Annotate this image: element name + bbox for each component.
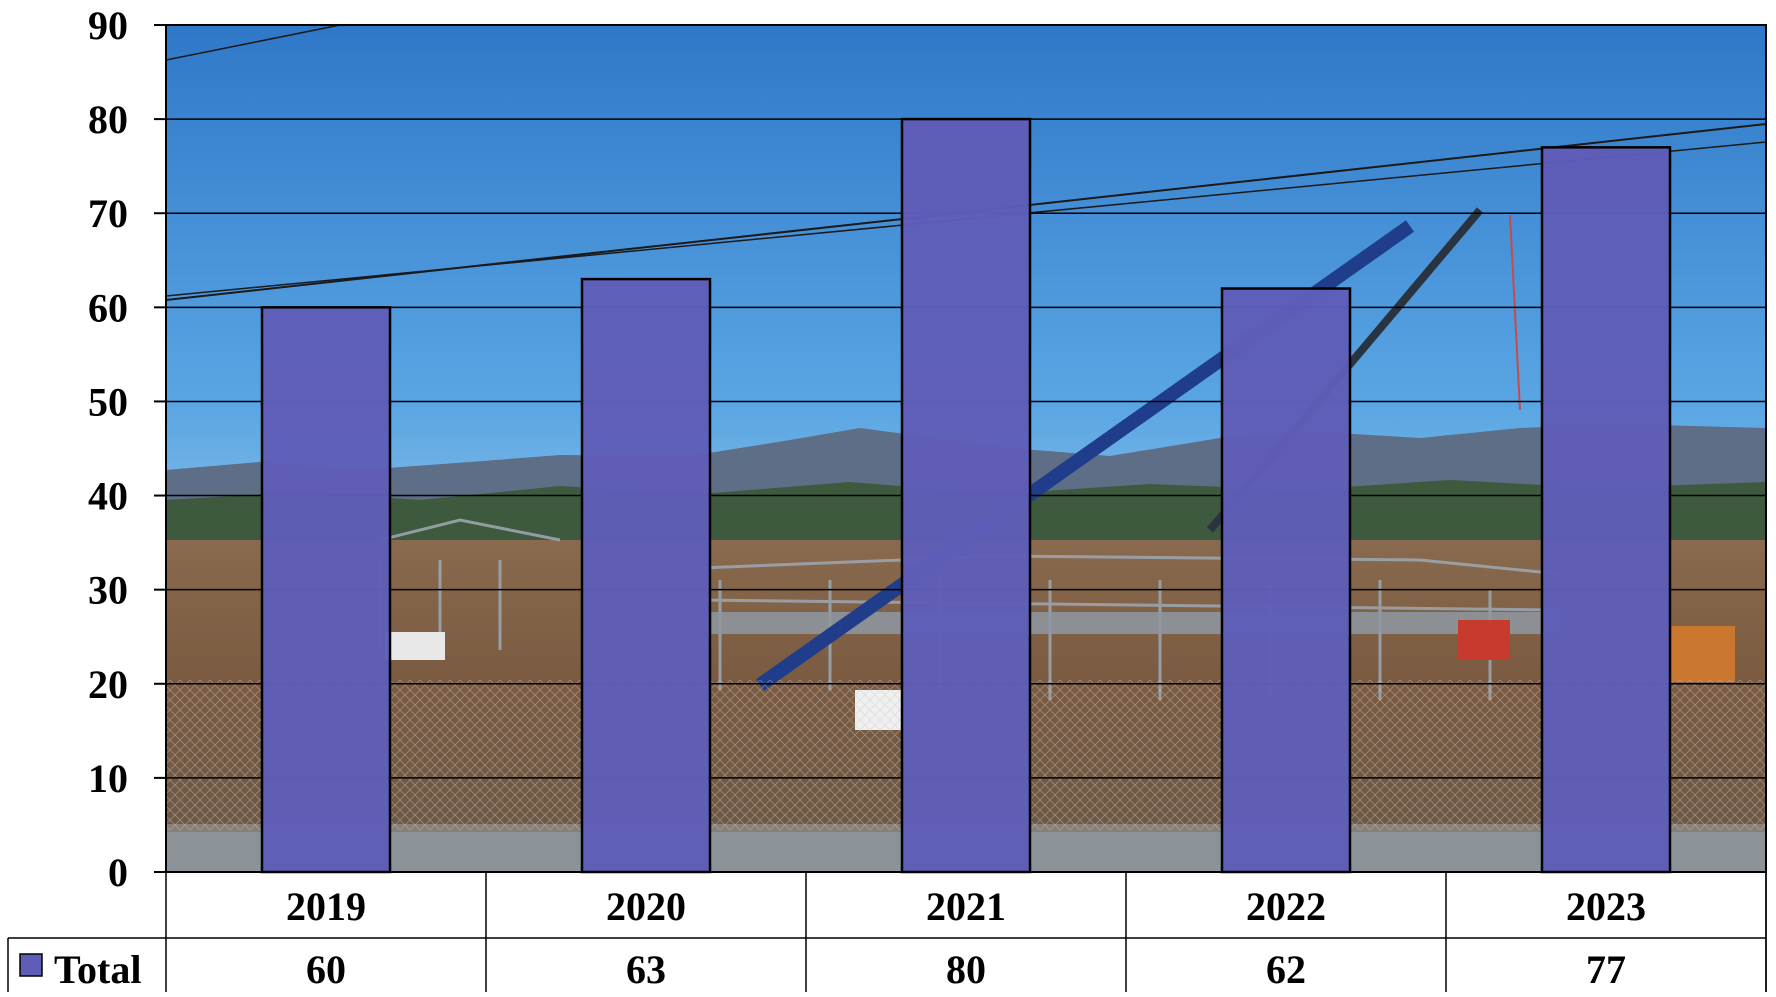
x-tick-label: 2021 [926, 884, 1006, 929]
bar-2023 [1540, 146, 1672, 874]
data-label: 80 [946, 947, 986, 992]
x-tick-label: 2020 [606, 884, 686, 929]
bars [260, 117, 1672, 874]
y-tick-label: 0 [108, 850, 128, 895]
legend-swatch [19, 953, 43, 977]
x-tick-label: 2022 [1246, 884, 1326, 929]
bar-2021 [900, 117, 1032, 874]
data-label: 77 [1586, 947, 1626, 992]
x-tick-label: 2019 [286, 884, 366, 929]
plot-area-frame [165, 24, 1767, 873]
y-tick-label: 20 [88, 662, 128, 707]
data-label: 63 [626, 947, 666, 992]
y-axis: 0 10 20 30 40 50 60 70 80 90 [88, 3, 166, 895]
bar-2020 [580, 277, 712, 874]
y-tick-label: 40 [88, 474, 128, 519]
data-label: 60 [306, 947, 346, 992]
y-tick-label: 50 [88, 379, 128, 424]
y-tick-label: 30 [88, 568, 128, 613]
bar-2019 [260, 306, 392, 874]
legend-label: Total [54, 947, 141, 992]
y-tick-label: 90 [88, 3, 128, 48]
bar-2022 [1220, 287, 1352, 874]
data-label: 62 [1266, 947, 1306, 992]
y-tick-label: 70 [88, 191, 128, 236]
y-tick-label: 60 [88, 285, 128, 330]
data-table: 2019 60 2020 63 2021 80 2022 62 2023 77 Total [7, 872, 1767, 997]
x-tick-label: 2023 [1566, 884, 1646, 929]
y-tick-label: 10 [88, 756, 128, 801]
y-tick-label: 80 [88, 97, 128, 142]
